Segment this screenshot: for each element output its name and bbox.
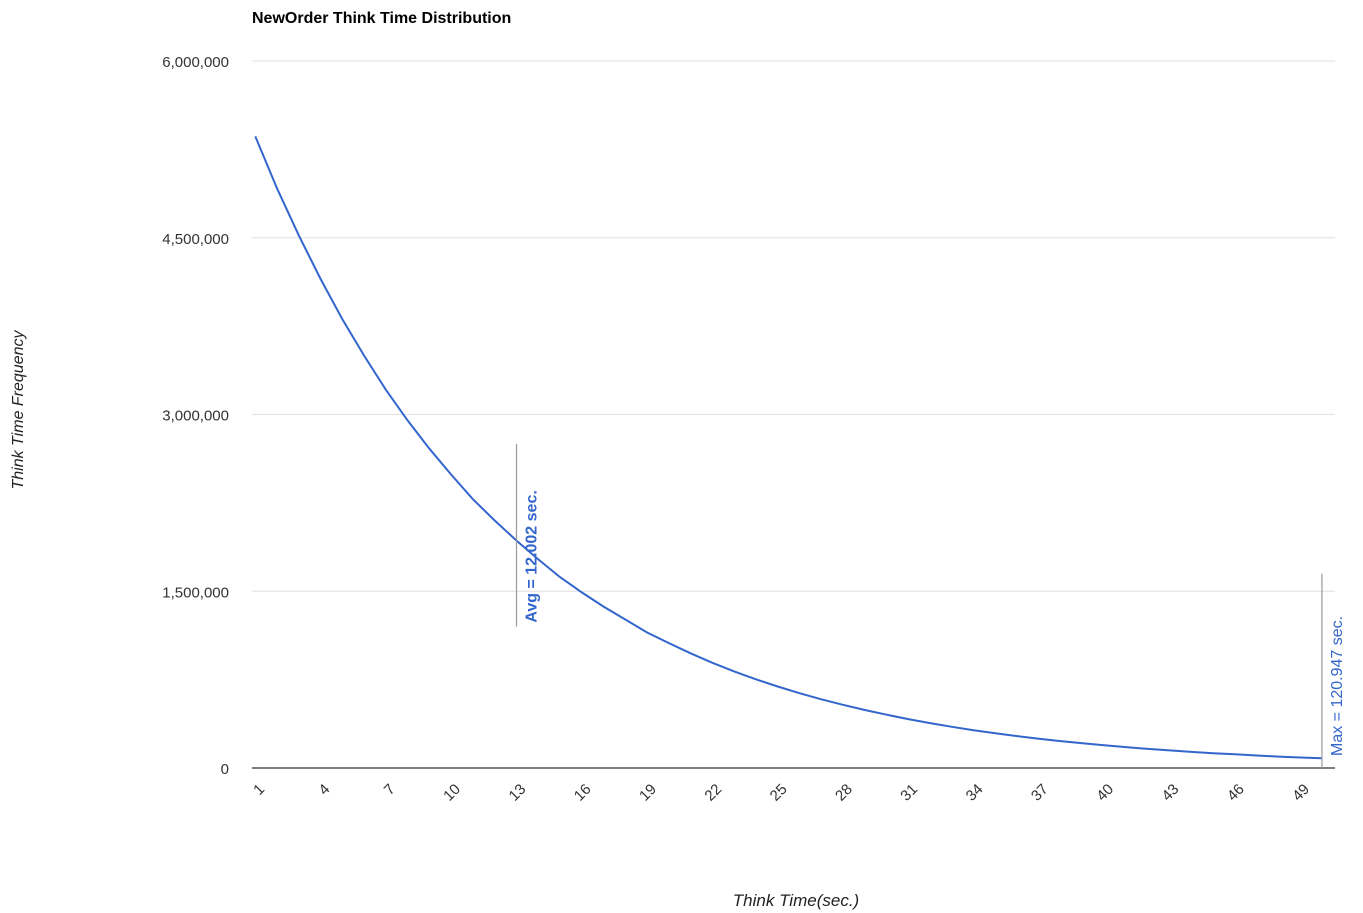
y-tick-label: 3,000,000 xyxy=(162,408,229,425)
x-tick-label: 40 xyxy=(1093,781,1117,805)
x-tick-label: 25 xyxy=(767,781,791,805)
x-tick-label: 10 xyxy=(440,781,464,805)
annotation-label: Max = 120.947 sec. xyxy=(1329,616,1346,756)
x-tick-label: 19 xyxy=(636,781,660,805)
annotation-label: Avg = 12.002 sec. xyxy=(523,490,540,622)
y-tick-label: 0 xyxy=(221,761,229,778)
chart-title: NewOrder Think Time Distribution xyxy=(252,10,511,27)
x-tick-labels: 1 4 7 10 13 16 19 22 25 28 31 34 37 40 43 46 49 xyxy=(250,781,1313,805)
x-tick-label: 34 xyxy=(963,781,987,805)
annotations: Avg = 12.002 sec. Max = 120.947 sec. xyxy=(515,443,1346,768)
x-tick-label: 16 xyxy=(571,781,595,805)
x-tick-label: 31 xyxy=(897,781,921,805)
x-tick-label: 1 xyxy=(250,781,268,799)
y-tick-label: 4,500,000 xyxy=(162,231,229,248)
y-tick-labels: 0 1,500,000 3,000,000 4,500,000 6,000,000 xyxy=(162,54,229,778)
x-tick-label: 46 xyxy=(1224,781,1248,805)
x-tick-label: 49 xyxy=(1289,781,1313,805)
x-tick-label: 43 xyxy=(1159,781,1183,805)
y-tick-label: 6,000,000 xyxy=(162,54,229,71)
y-axis-label: Think Time Frequency xyxy=(10,329,27,489)
x-tick-label: 28 xyxy=(832,781,856,805)
x-tick-label: 4 xyxy=(315,781,333,799)
x-tick-label: 37 xyxy=(1028,781,1052,805)
y-tick-label: 1,500,000 xyxy=(162,584,229,601)
series-line xyxy=(254,136,1322,760)
x-tick-label: 13 xyxy=(505,781,529,805)
x-tick-label: 22 xyxy=(701,781,725,805)
gridlines xyxy=(252,60,1335,592)
x-tick-label: 7 xyxy=(381,781,399,799)
x-axis-label: Think Time(sec.) xyxy=(733,891,859,910)
